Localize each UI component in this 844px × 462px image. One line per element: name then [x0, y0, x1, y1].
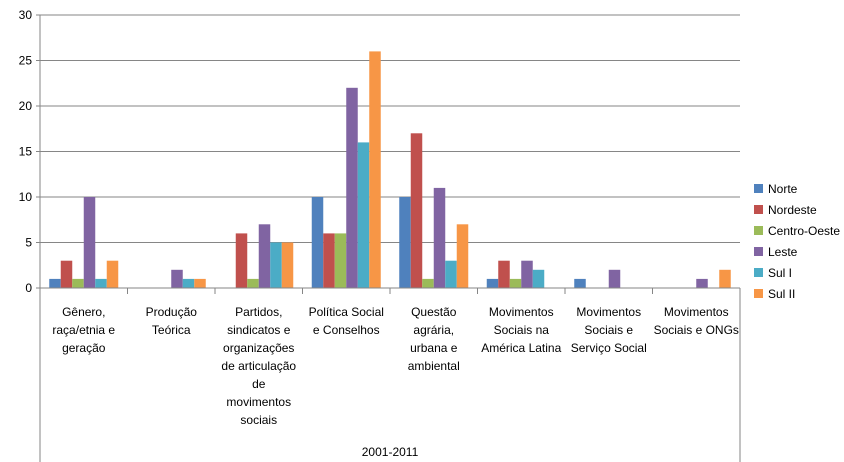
bar: [719, 269, 731, 288]
bar: [608, 269, 621, 288]
legend-swatch: [754, 226, 763, 235]
category-label-line: Partidos,: [235, 305, 282, 319]
category-label-line: Sociais e ONGs: [654, 323, 739, 337]
bar: [498, 260, 510, 288]
y-tick-label: 10: [19, 190, 33, 204]
legend-label: Centro-Oeste: [768, 224, 840, 238]
bar: [574, 278, 586, 288]
bar: [49, 278, 61, 288]
category-label-line: Teórica: [152, 323, 191, 337]
bar: [486, 278, 499, 288]
bar: [346, 87, 358, 288]
category-label: Produção Teórica: [146, 305, 198, 337]
y-tick-label: 5: [25, 236, 32, 250]
legend-swatch: [754, 289, 763, 298]
legend-label: Norte: [768, 182, 798, 196]
category-label-line: sociais: [240, 413, 277, 427]
category-label-line: agrária,: [413, 323, 454, 337]
bar: [171, 269, 183, 288]
category-label-line: Movimentos: [576, 305, 641, 319]
bar: [445, 260, 457, 288]
bar: [433, 187, 446, 288]
category-label: Gênero, raça/etnia e geração: [52, 305, 115, 355]
bar: [456, 224, 469, 288]
legend: Norte Nordeste Centro-Oeste Leste Sul I Sul I…: [754, 182, 840, 301]
category-label-line: Movimentos: [489, 305, 554, 319]
bar: [323, 233, 335, 288]
category-label-line: América Latina: [481, 341, 561, 355]
bars: [49, 51, 731, 289]
bar: [235, 233, 248, 288]
legend-swatch: [754, 184, 763, 193]
y-tick-label: 30: [19, 8, 33, 22]
category-label-line: movimentos: [226, 395, 291, 409]
bar: [106, 260, 119, 288]
legend-swatch: [754, 205, 763, 214]
bar: [247, 278, 259, 288]
bar: [521, 260, 533, 288]
x-axis: [39, 287, 741, 462]
category-label-line: organizações: [223, 341, 294, 355]
legend-label: Nordeste: [768, 203, 817, 217]
category-label-line: Sociais na: [494, 323, 550, 337]
category-label-line: Produção: [146, 305, 198, 319]
category-label-line: de: [252, 377, 266, 391]
bar: [399, 197, 411, 288]
bar: [194, 278, 206, 288]
category-label-line: raça/etnia e: [52, 323, 115, 337]
category-label-line: e Conselhos: [313, 323, 380, 337]
bar: [60, 260, 73, 288]
bar: [422, 278, 434, 288]
bar: [357, 142, 370, 288]
category-label-line: Política Social: [309, 305, 384, 319]
y-tick-label: 15: [19, 145, 33, 159]
category-label-line: geração: [62, 341, 106, 355]
category-label-line: Movimentos: [664, 305, 729, 319]
bar: [532, 269, 545, 288]
category-label-line: urbana e: [410, 341, 458, 355]
bar: [270, 242, 282, 288]
category-label: Partidos, sindicatos e organizações de arti…: [221, 305, 296, 427]
category-label-line: sindicatos e: [227, 323, 291, 337]
category-label-line: Serviço Social: [571, 341, 647, 355]
category-labels: Gênero, raça/etnia e geração Produção Teóric…: [52, 305, 739, 427]
category-label-line: ambiental: [408, 359, 460, 373]
bar: [182, 278, 195, 288]
category-label: Questão agrária, urbana e ambiental: [408, 305, 460, 373]
bar: [83, 197, 96, 288]
bar: [311, 197, 324, 288]
category-label: Política Social e Conselhos: [309, 305, 384, 337]
legend-label: Sul I: [768, 266, 792, 280]
bar: [334, 233, 347, 288]
category-label: Movimentos Sociais e Serviço Social: [571, 305, 647, 355]
bar: [258, 224, 271, 288]
bar: [281, 242, 294, 288]
bar: [410, 133, 423, 288]
bar: [696, 278, 708, 288]
y-tick-label: 20: [19, 99, 33, 113]
category-label-line: Sociais e: [584, 323, 633, 337]
category-label-line: de articulação: [221, 359, 296, 373]
x-axis-label: 2001-2011: [362, 445, 419, 459]
category-label-line: Questão: [411, 305, 457, 319]
legend-label: Sul II: [768, 287, 795, 301]
y-axis: 0 5 10 15 20 25 30: [19, 8, 41, 295]
bar: [72, 278, 84, 288]
category-label: Movimentos Sociais na América Latina: [481, 305, 561, 355]
legend-swatch: [754, 268, 763, 277]
gridlines: [40, 14, 740, 243]
category-label: Movimentos Sociais e ONGs: [654, 305, 739, 337]
bar: [369, 51, 381, 289]
y-tick-label: 0: [25, 281, 32, 295]
bar: [509, 278, 522, 288]
category-label-line: Gênero,: [62, 305, 105, 319]
y-tick-label: 25: [19, 54, 33, 68]
legend-label: Leste: [768, 245, 798, 259]
legend-swatch: [754, 247, 763, 256]
bar: [95, 278, 107, 288]
